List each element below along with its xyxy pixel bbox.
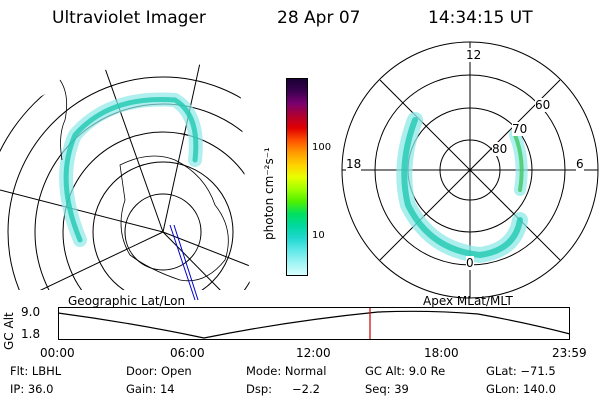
mlt-label-0: 0	[466, 256, 474, 270]
colorbar-unit-label: photon cm⁻²s⁻¹	[262, 147, 276, 240]
xtick-0600: 06:00	[170, 346, 205, 360]
gc-alt-status: GC Alt: 9.0 Re	[365, 364, 446, 378]
xtick-1200: 12:00	[296, 346, 331, 360]
filter-status: Flt: LBHL	[10, 364, 62, 378]
altitude-ytick-high: 9.0	[21, 305, 41, 319]
lat-label-70: 70	[512, 122, 528, 136]
altitude-plot	[57, 307, 571, 340]
glat-status: GLat: −71.5	[486, 364, 556, 378]
mode-status: Mode: Normal	[246, 364, 327, 378]
date-label: 28 Apr 07	[277, 8, 361, 28]
aurora-oval	[59, 92, 203, 247]
geographic-map	[0, 59, 250, 301]
mlt-label-12: 12	[466, 48, 482, 62]
altitude-ytick-low: 1.8	[21, 327, 41, 341]
gain-status: Gain: 14	[126, 382, 175, 396]
ip-status: IP: 36.0	[10, 382, 54, 396]
colorbar-tick-10: 10	[312, 230, 325, 241]
xtick-0000: 00:00	[40, 346, 75, 360]
dsp-label: Dsp:	[246, 382, 273, 396]
time-label: 14:34:15 UT	[428, 8, 533, 28]
seq-status: Seq: 39	[365, 382, 409, 396]
altitude-curve	[57, 310, 571, 339]
polar-plot	[341, 41, 599, 299]
left-panel-label: Geographic Lat/Lon	[68, 294, 186, 308]
coastline	[119, 155, 229, 282]
instrument-title: Ultraviolet Imager	[52, 8, 206, 28]
glon-status: GLon: 140.0	[486, 382, 556, 396]
lat-label-60: 60	[535, 98, 551, 112]
xtick-1800: 18:00	[424, 346, 459, 360]
aurora-ring	[396, 112, 528, 264]
altitude-ylabel: GC Alt	[2, 312, 16, 350]
door-status: Door: Open	[126, 364, 192, 378]
colorbar	[286, 78, 308, 276]
xtick-2359: 23:59	[552, 346, 587, 360]
right-panel-label: Apex MLat/MLT	[423, 294, 513, 308]
mlt-label-6: 6	[576, 157, 584, 171]
dsp-value: −2.2	[292, 382, 320, 396]
lat-label-80: 80	[492, 142, 508, 156]
colorbar-tick-100: 100	[312, 142, 332, 153]
mlt-label-18: 18	[346, 157, 362, 171]
